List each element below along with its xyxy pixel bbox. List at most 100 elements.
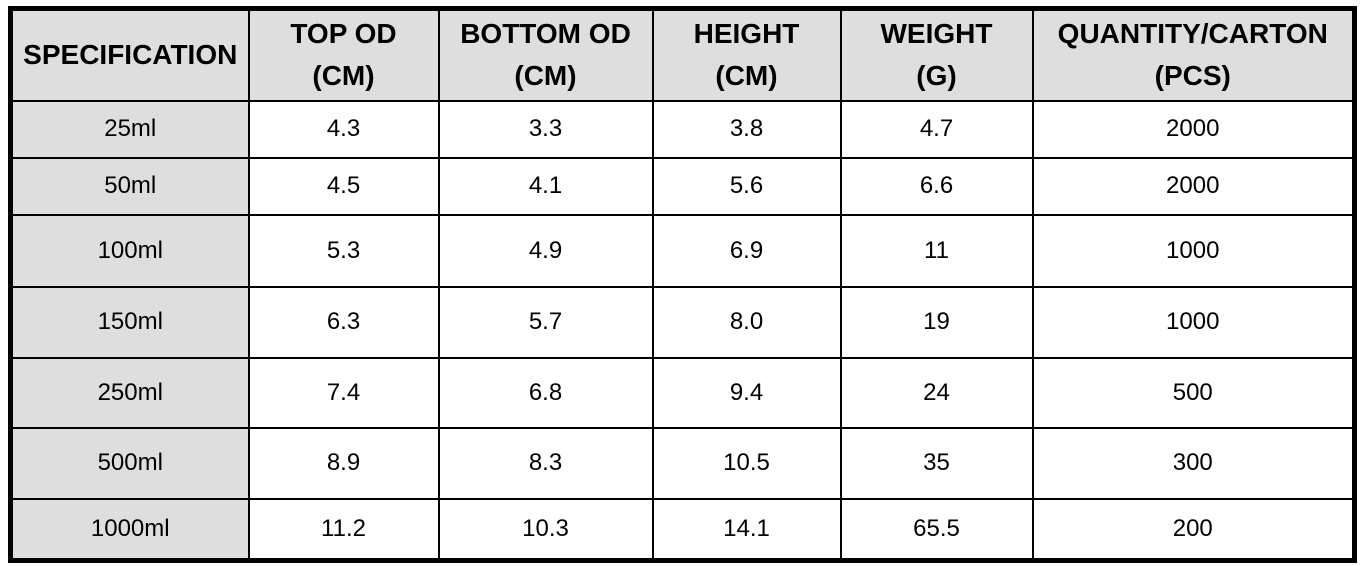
cell-text: 65.5 — [913, 514, 960, 542]
header-cell: QUANTITY/CARTON (PCS) — [1031, 7, 1356, 102]
data-cell: 10.3 — [437, 497, 654, 562]
cell-text: 6.8 — [528, 378, 563, 406]
data-cell: 4.5 — [247, 156, 440, 216]
data-cell: 6.9 — [651, 213, 842, 288]
header-cell: TOP OD (CM) — [247, 7, 440, 102]
spec-table: SPECIFICATION TOP OD (CM) BOTTOM OD (CM) HEIG… — [8, 6, 1357, 563]
cell-text: 6.6 — [919, 172, 954, 199]
cell-text: 200 — [1172, 514, 1213, 542]
data-cell: 19 — [839, 285, 1034, 359]
data-row: 500ml 8.9 8.3 10.5 35 300 — [9, 426, 1356, 500]
data-cell: 35 — [839, 426, 1034, 500]
spec-cell: 100ml — [9, 213, 250, 288]
cell-text: 4.5 — [326, 172, 361, 199]
cell-text: 250ml — [97, 378, 163, 406]
cell-text: 500ml — [97, 449, 163, 476]
cell-text: 500 — [1172, 378, 1213, 406]
data-row: 25ml 4.3 3.3 3.8 4.7 2000 — [9, 99, 1356, 159]
header-text: HEIGHT — [693, 18, 800, 50]
cell-text: 300 — [1172, 449, 1213, 476]
data-cell: 10.5 — [651, 426, 842, 500]
spec-cell: 500ml — [9, 426, 250, 500]
data-cell: 8.0 — [651, 285, 842, 359]
header-text: (CM) — [312, 60, 375, 92]
data-cell: 24 — [839, 356, 1034, 429]
data-cell: 5.7 — [437, 285, 654, 359]
data-row: 150ml 6.3 5.7 8.0 19 1000 — [9, 285, 1356, 359]
data-cell: 2000 — [1031, 99, 1356, 159]
data-cell: 2000 — [1031, 156, 1356, 216]
data-row: 250ml 7.4 6.8 9.4 24 500 — [9, 356, 1356, 429]
cell-text: 100ml — [97, 236, 163, 264]
cell-text: 1000ml — [90, 514, 170, 542]
cell-text: 1000 — [1166, 236, 1220, 264]
cell-text: 150ml — [97, 308, 163, 335]
cell-text: 11 — [924, 236, 949, 264]
header-text: WEIGHT — [880, 18, 993, 50]
header-cell: SPECIFICATION — [9, 7, 250, 102]
cell-text: 14.1 — [723, 514, 770, 542]
header-text: BOTTOM OD — [460, 18, 631, 50]
data-cell: 9.4 — [651, 356, 842, 429]
data-cell: 14.1 — [651, 497, 842, 562]
cell-text: 8.9 — [326, 449, 361, 476]
data-cell: 65.5 — [839, 497, 1034, 562]
cell-text: 9.4 — [729, 378, 764, 406]
cell-text: 2000 — [1166, 172, 1220, 199]
cell-text: 5.6 — [729, 172, 764, 199]
cell-text: 24 — [923, 378, 950, 406]
data-cell: 3.3 — [437, 99, 654, 159]
data-cell: 6.3 — [247, 285, 440, 359]
cell-text: 10.5 — [723, 449, 770, 476]
header-cell: HEIGHT (CM) — [651, 7, 842, 102]
data-cell: 8.9 — [247, 426, 440, 500]
spec-cell: 50ml — [9, 156, 250, 216]
cell-text: 4.3 — [326, 115, 361, 142]
data-row: 1000ml 11.2 10.3 14.1 65.5 200 — [9, 497, 1356, 562]
spec-cell: 1000ml — [9, 497, 250, 562]
cell-text: 7.4 — [326, 378, 361, 406]
data-cell: 8.3 — [437, 426, 654, 500]
data-cell: 500 — [1031, 356, 1356, 429]
data-cell: 7.4 — [247, 356, 440, 429]
data-cell: 11 — [839, 213, 1034, 288]
header-text: (CM) — [514, 60, 577, 92]
cell-text: 35 — [923, 449, 950, 476]
cell-text: 50ml — [104, 172, 157, 199]
cell-text: 4.7 — [919, 115, 954, 142]
data-cell: 300 — [1031, 426, 1356, 500]
spec-cell: 150ml — [9, 285, 250, 359]
data-row: 100ml 5.3 4.9 6.9 11 1000 — [9, 213, 1356, 288]
spec-cell: 25ml — [9, 99, 250, 159]
data-cell: 4.3 — [247, 99, 440, 159]
cell-text: 8.3 — [528, 449, 563, 476]
cell-text: 11.2 — [321, 514, 366, 542]
data-cell: 4.9 — [437, 213, 654, 288]
cell-text: 4.1 — [528, 172, 563, 199]
header-text: (PCS) — [1154, 60, 1231, 92]
header-row: SPECIFICATION TOP OD (CM) BOTTOM OD (CM) HEIG… — [9, 7, 1356, 102]
cell-text: 3.8 — [729, 115, 764, 142]
data-cell: 6.8 — [437, 356, 654, 429]
cell-text: 25ml — [104, 115, 157, 142]
cell-text: 1000 — [1166, 308, 1220, 335]
cell-text: 2000 — [1166, 115, 1220, 142]
cell-text: 19 — [923, 308, 950, 335]
cell-text: 5.7 — [528, 308, 563, 335]
cell-text: 6.3 — [326, 308, 361, 335]
header-text: TOP OD — [290, 18, 397, 50]
data-cell: 4.7 — [839, 99, 1034, 159]
cell-text: 3.3 — [528, 115, 563, 142]
data-cell: 4.1 — [437, 156, 654, 216]
data-cell: 5.3 — [247, 213, 440, 288]
cell-text: 10.3 — [522, 514, 569, 542]
data-cell: 3.8 — [651, 99, 842, 159]
data-row: 50ml 4.5 4.1 5.6 6.6 2000 — [9, 156, 1356, 216]
cell-text: 6.9 — [729, 236, 764, 264]
header-text: (G) — [916, 60, 957, 92]
data-cell: 1000 — [1031, 213, 1356, 288]
spec-cell: 250ml — [9, 356, 250, 429]
data-cell: 5.6 — [651, 156, 842, 216]
data-cell: 11.2 — [247, 497, 440, 562]
